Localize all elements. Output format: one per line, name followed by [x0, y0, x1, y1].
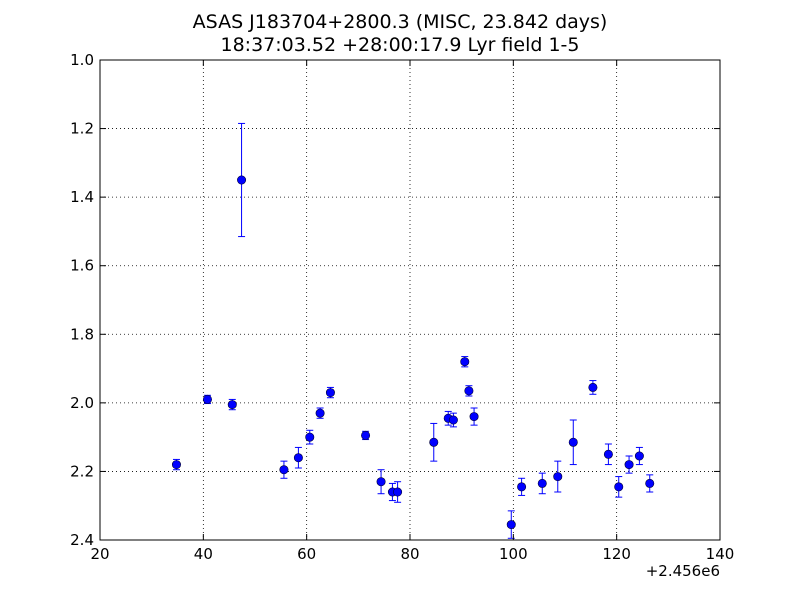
x-tick-label: 120 [602, 545, 631, 563]
data-point [202, 394, 212, 404]
data-point [376, 477, 386, 487]
y-tick-label: 2.4 [70, 531, 94, 549]
x-tick-label: 140 [706, 545, 735, 563]
x-tick-labels: 20 40 60 80 100 120 140 [90, 545, 734, 563]
data-point [393, 487, 403, 497]
data-point [279, 465, 289, 475]
data-point [361, 430, 371, 440]
grid-lines [100, 60, 720, 540]
data-point [506, 520, 516, 530]
chart-title-block: ASAS J183704+2800.3 (MISC, 23.842 days) … [0, 11, 800, 57]
x-tick-label: 100 [499, 545, 528, 563]
y-tick-label: 1.2 [70, 120, 94, 138]
data-point [460, 357, 470, 367]
data-point [537, 478, 547, 488]
y-tick-labels: 1.0 1.2 1.4 1.6 1.8 2.0 2.2 2.4 [70, 51, 94, 549]
data-point [469, 412, 479, 422]
data-point [634, 451, 644, 461]
data-point [553, 472, 563, 482]
y-tick-label: 1.0 [70, 51, 94, 69]
chart-subtitle: 18:37:03.52 +28:00:17.9 Lyr field 1-5 [220, 34, 580, 56]
x-tick-label: 40 [194, 545, 213, 563]
data-point [624, 460, 634, 470]
data-point [171, 460, 181, 470]
y-tick-label: 2.0 [70, 394, 94, 412]
data-point [568, 437, 578, 447]
x-tick-label: 20 [90, 545, 109, 563]
error-bars [172, 122, 654, 539]
data-point [645, 478, 655, 488]
data-point [517, 482, 527, 492]
data-point [588, 382, 598, 392]
x-tick-label: 60 [297, 545, 316, 563]
data-point [614, 482, 624, 492]
y-tick-label: 1.8 [70, 325, 94, 343]
axis-ticks [99, 59, 721, 541]
data-point [325, 388, 335, 398]
x-tick-label: 80 [400, 545, 419, 563]
data-point [603, 449, 613, 459]
data-points [171, 175, 655, 530]
data-point [293, 453, 303, 463]
chart-title: ASAS J183704+2800.3 (MISC, 23.842 days) [192, 11, 608, 33]
x-axis-offset-label: +2.456e6 [646, 562, 720, 580]
data-point [464, 386, 474, 396]
data-point [429, 437, 439, 447]
data-point [305, 432, 315, 442]
data-point [237, 175, 247, 185]
y-tick-label: 1.4 [70, 188, 94, 206]
y-tick-label: 1.6 [70, 257, 94, 275]
y-tick-label: 2.2 [70, 462, 94, 480]
data-point [227, 400, 237, 410]
data-point [448, 415, 458, 425]
data-point [315, 408, 325, 418]
